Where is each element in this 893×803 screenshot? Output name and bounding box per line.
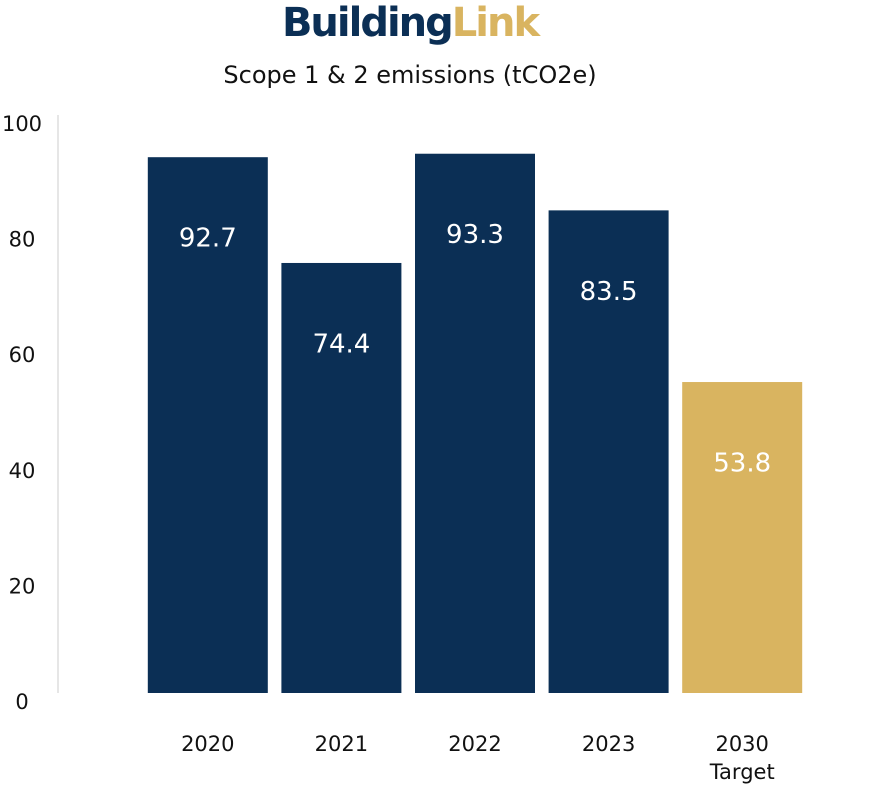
- value-label: 74.4: [312, 329, 370, 359]
- value-label: 92.7: [179, 224, 237, 254]
- bar: [147, 157, 268, 694]
- y-tick-label: 0: [15, 690, 28, 714]
- logo-part: Link: [451, 0, 540, 46]
- bar: [415, 153, 535, 693]
- y-tick-label: 100: [2, 112, 42, 136]
- x-tick-label: 2022: [448, 732, 502, 756]
- value-label: 53.8: [713, 449, 771, 479]
- x-tick-label: 2023: [581, 732, 636, 756]
- bar: [281, 262, 402, 693]
- y-tick-label: 80: [9, 228, 36, 252]
- y-tick-label: 20: [9, 574, 36, 598]
- chart-title: Scope 1 & 2 emissions (tCO2e): [223, 61, 596, 89]
- x-tick-label: 2021: [314, 732, 369, 756]
- bar: [682, 382, 803, 693]
- y-tick-label: 40: [9, 459, 36, 483]
- logo: BuildingLink: [0, 0, 820, 46]
- bar: [548, 210, 669, 693]
- value-label: 93.3: [446, 220, 504, 250]
- value-label: 83.5: [580, 277, 638, 307]
- x-tick-label: 2030 Target: [709, 732, 775, 784]
- logo-part: Building: [281, 0, 454, 46]
- x-tick-label: 2020: [181, 732, 235, 756]
- y-tick-label: 60: [9, 343, 36, 367]
